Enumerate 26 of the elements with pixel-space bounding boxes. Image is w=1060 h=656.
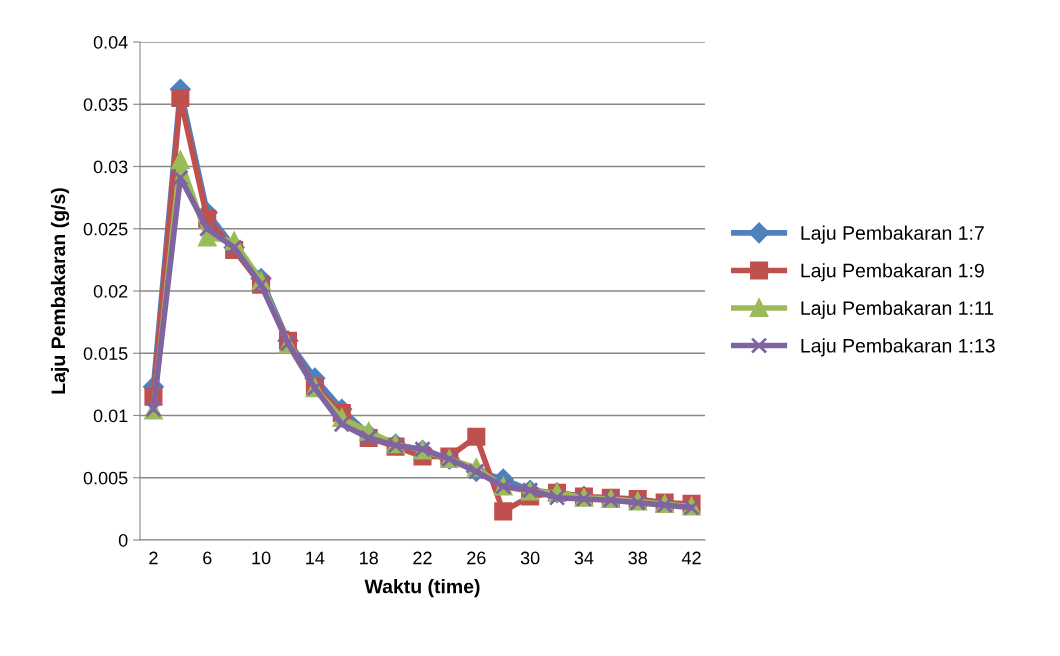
legend-label: Laju Pembakaran 1:9: [801, 263, 984, 282]
y-tick-label: 0.015: [83, 347, 128, 360]
x-tick-label: 26: [467, 551, 486, 565]
y-axis-title: Laju Pembakaran (g/s): [50, 188, 70, 394]
legend-label: Laju Pembakaran 1:13: [801, 338, 995, 357]
y-tick-label: 0.005: [83, 471, 128, 485]
x-tick-label: 18: [360, 551, 378, 565]
x-tick-label: 6: [203, 551, 212, 565]
y-tick-label: 0.025: [83, 222, 128, 236]
x-tick-label: 22: [413, 551, 432, 565]
x-tick-label: 2: [149, 551, 158, 565]
x-tick-label: 38: [628, 551, 647, 565]
x-tick-label: 30: [520, 551, 540, 565]
y-tick-label: 0.02: [93, 284, 128, 298]
x-tick-label: 42: [681, 551, 701, 565]
x-tick-label: 34: [574, 551, 594, 565]
y-tick-label: 0.035: [83, 98, 128, 111]
y-tick-label: 0.01: [93, 409, 128, 423]
x-tick-label: 10: [252, 551, 271, 565]
y-tick-label: 0.03: [93, 160, 128, 174]
x-tick-label: 14: [306, 551, 325, 565]
legend-label: Laju Pembakaran 1:7: [801, 225, 984, 244]
y-tick-label: 0: [118, 533, 128, 547]
legend-label: Laju Pembakaran 1:11: [801, 300, 994, 319]
y-tick-label: 0.04: [93, 35, 128, 49]
x-axis-title: Waktu (time): [364, 579, 480, 598]
